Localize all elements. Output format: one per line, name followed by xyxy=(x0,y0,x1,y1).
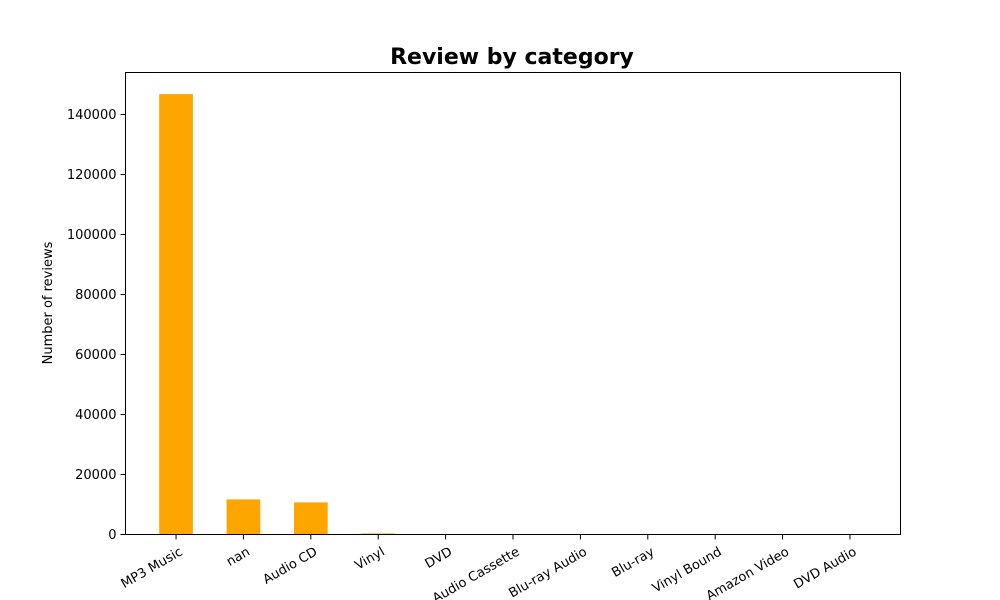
x-tick-label: DVD xyxy=(423,545,455,572)
chart-title: Review by category xyxy=(390,45,634,70)
y-tick-label: 40000 xyxy=(75,408,116,423)
y-tick-label: 80000 xyxy=(75,288,116,303)
bars-group xyxy=(159,94,800,535)
y-tick-label: 120000 xyxy=(67,168,117,183)
x-tick-label: Blu-ray xyxy=(609,544,657,580)
bar-nan xyxy=(226,499,261,535)
plot-frame xyxy=(125,72,901,535)
y-tick-label: 20000 xyxy=(75,468,116,483)
y-axis-ticks: 0 20000 40000 60000 80000 100000 120000 140000 xyxy=(67,108,126,543)
x-tick-label: Audio CD xyxy=(261,545,321,588)
x-tick-label: Vinyl xyxy=(353,545,388,574)
y-tick-label: 60000 xyxy=(75,348,116,363)
y-axis-label: Number of reviews xyxy=(41,241,56,364)
y-tick-label: 0 xyxy=(108,528,116,543)
y-tick-label: 100000 xyxy=(67,228,117,243)
bar-vinyl xyxy=(361,533,396,535)
bar-mp3-music xyxy=(159,94,193,535)
x-tick-label: MP3 Music xyxy=(119,545,186,592)
y-tick-label: 140000 xyxy=(67,108,117,123)
x-tick-label: DVD Audio xyxy=(791,545,859,593)
x-tick-label: nan xyxy=(224,545,253,570)
bar-audio-cd xyxy=(293,502,328,535)
